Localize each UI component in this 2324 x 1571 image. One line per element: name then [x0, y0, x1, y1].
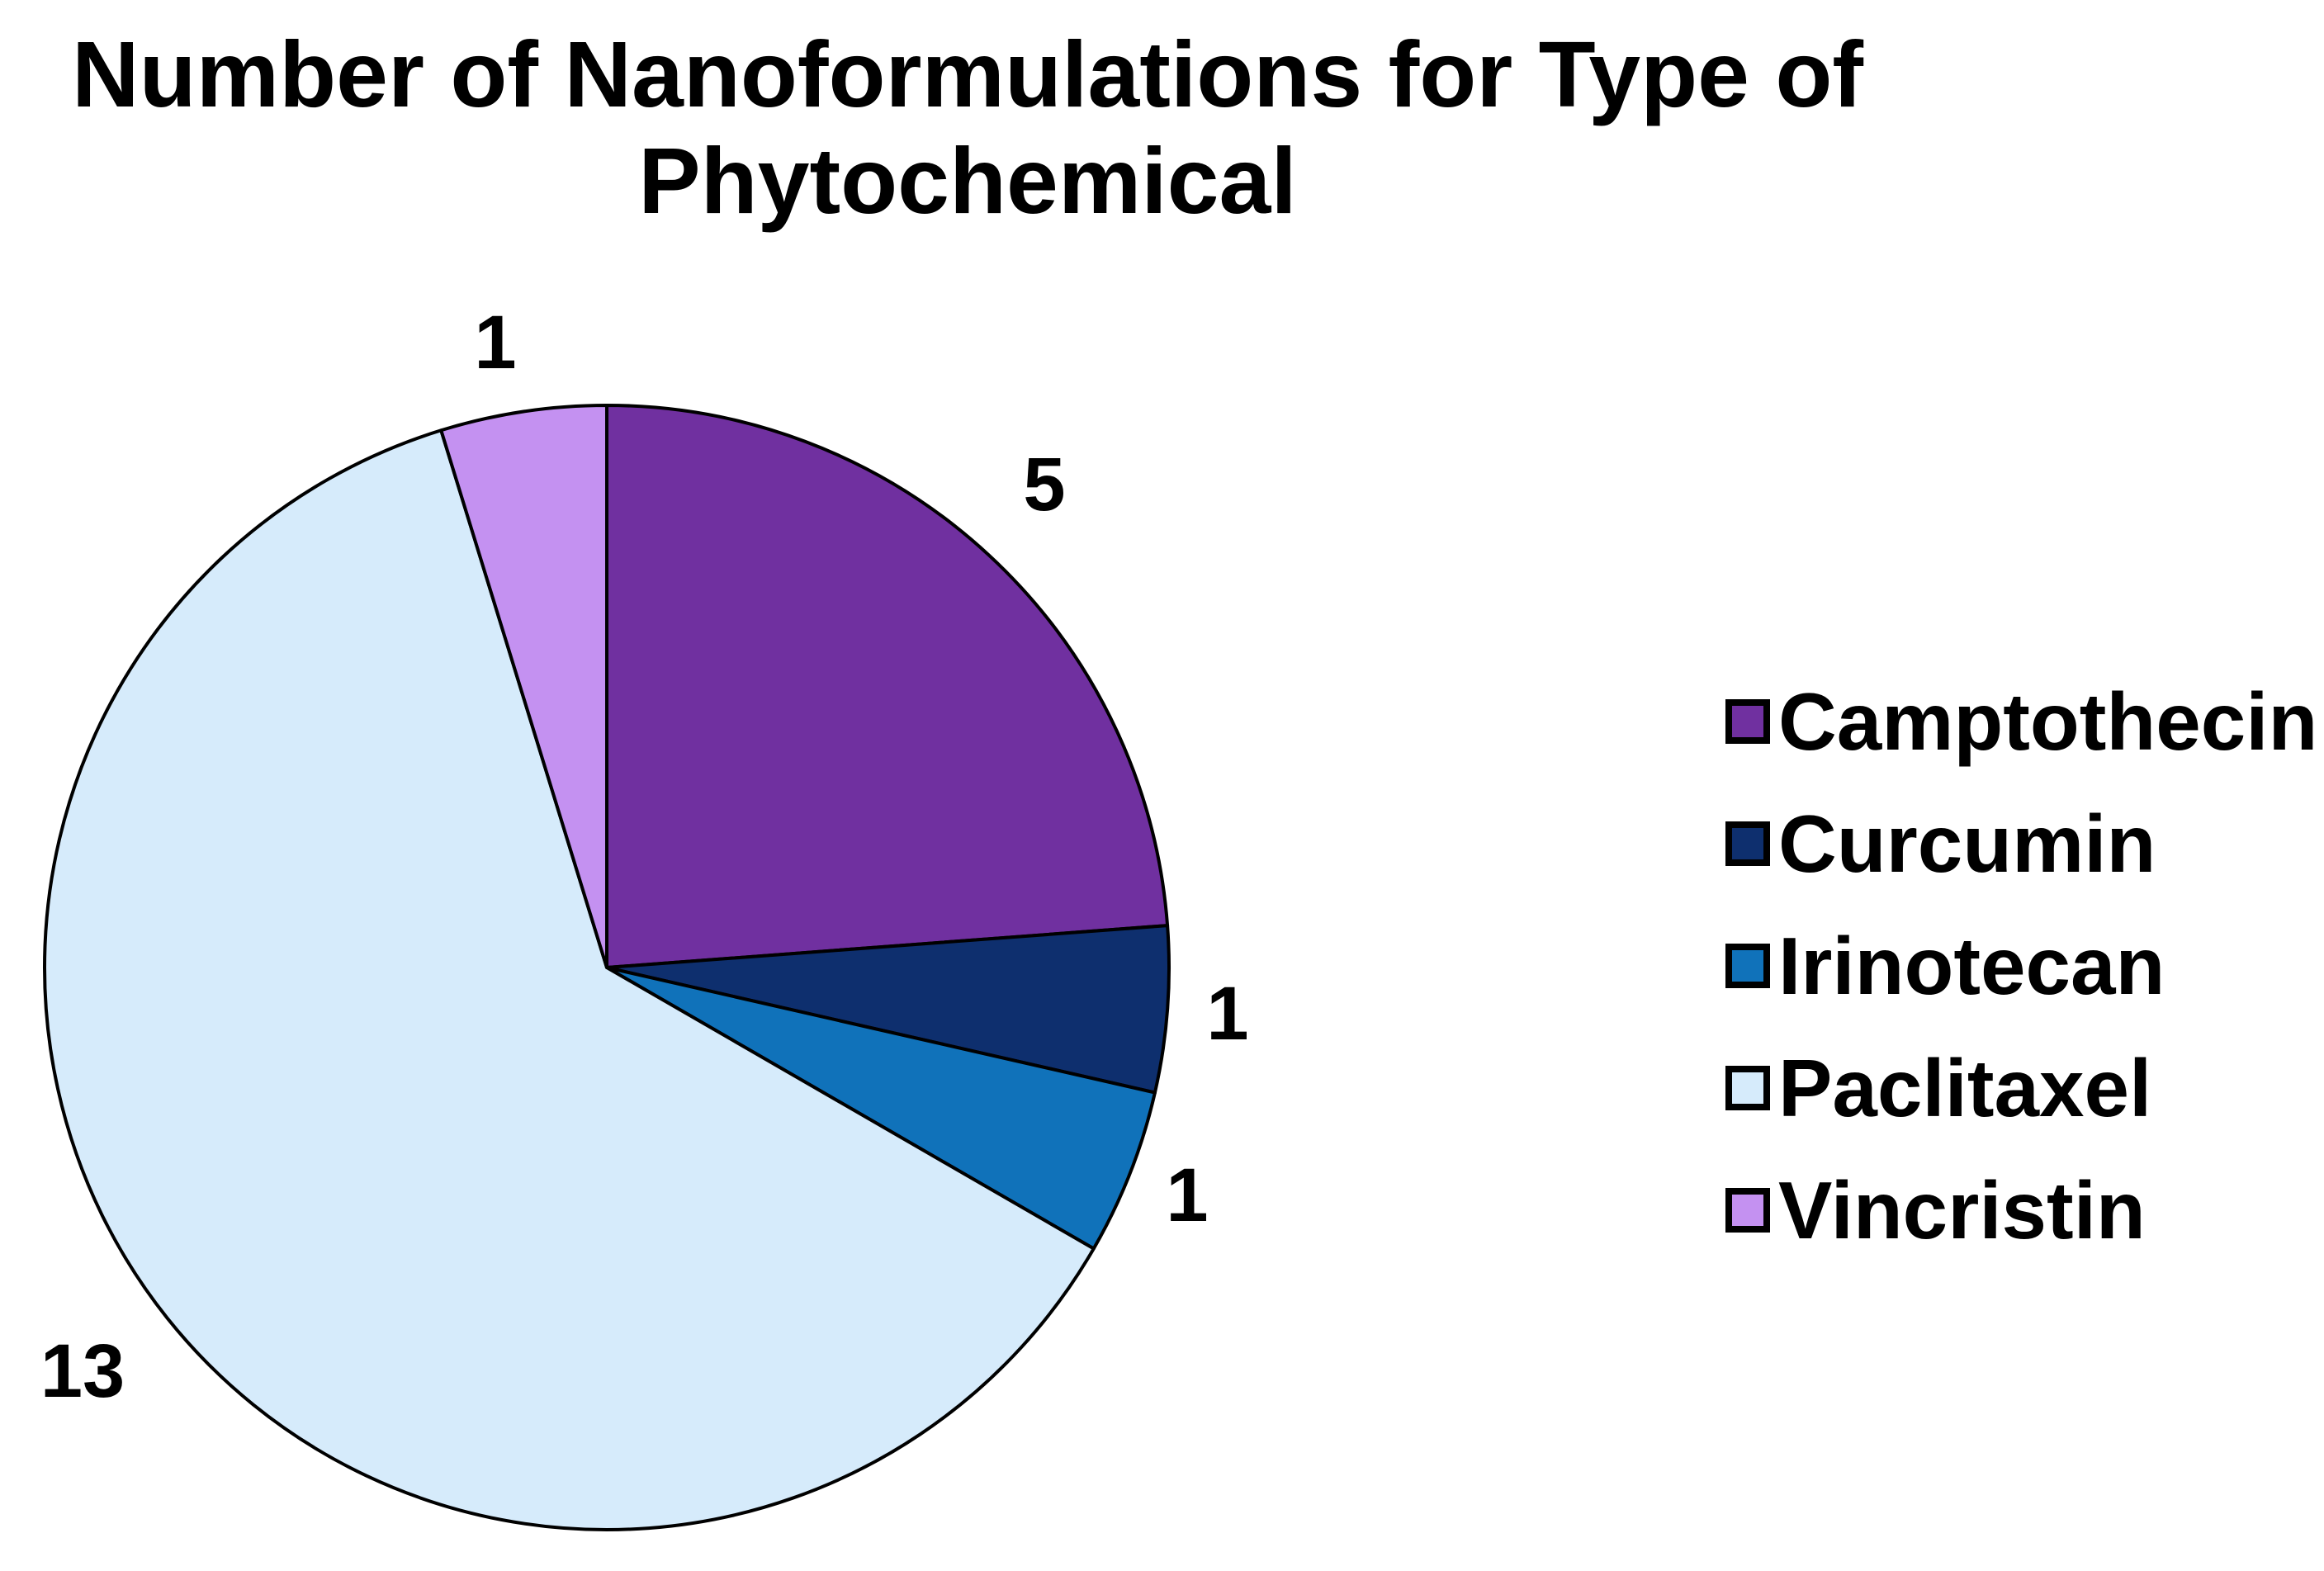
legend-label-curcumin: Curcumin	[1778, 798, 2156, 889]
pie-slice-vincristin	[439, 404, 608, 969]
legend-swatch-irinotecan	[1725, 944, 1770, 988]
slice-value-label-paclitaxel: 13	[40, 1329, 125, 1413]
legend-swatch-vincristin	[1725, 1188, 1770, 1233]
legend: Camptothecin Curcumin Irinotecan Paclita…	[1725, 660, 2317, 1271]
legend-item-camptothecin: Camptothecin	[1725, 660, 2317, 783]
slice-value-label-curcumin: 1	[1206, 972, 1249, 1056]
chart-title: Number of Nanoformulations for Type of P…	[0, 21, 1935, 234]
legend-swatch-curcumin	[1725, 821, 1770, 866]
slice-value-label-irinotecan: 1	[1166, 1153, 1209, 1237]
legend-item-vincristin: Vincristin	[1725, 1149, 2317, 1271]
legend-item-curcumin: Curcumin	[1725, 783, 2317, 905]
pie-slice-camptothecin	[605, 404, 1170, 969]
slice-value-label-vincristin: 1	[474, 300, 517, 385]
chart-title-line-1: Number of Nanoformulations for Type of	[71, 22, 1863, 126]
legend-label-vincristin: Vincristin	[1778, 1165, 2146, 1256]
legend-swatch-paclitaxel	[1725, 1066, 1770, 1110]
chart-title-line-2: Phytochemical	[638, 128, 1297, 233]
legend-swatch-camptothecin	[1725, 699, 1770, 744]
legend-label-camptothecin: Camptothecin	[1778, 676, 2318, 767]
pie-slice-paclitaxel	[43, 428, 1096, 1531]
legend-item-paclitaxel: Paclitaxel	[1725, 1027, 2317, 1149]
pie-slice-curcumin	[605, 924, 1171, 1095]
pie-slice-irinotecan	[605, 966, 1157, 1251]
legend-label-paclitaxel: Paclitaxel	[1778, 1043, 2152, 1133]
legend-label-irinotecan: Irinotecan	[1778, 920, 2165, 1011]
slice-value-label-camptothecin: 5	[1023, 442, 1066, 527]
legend-item-irinotecan: Irinotecan	[1725, 905, 2317, 1027]
